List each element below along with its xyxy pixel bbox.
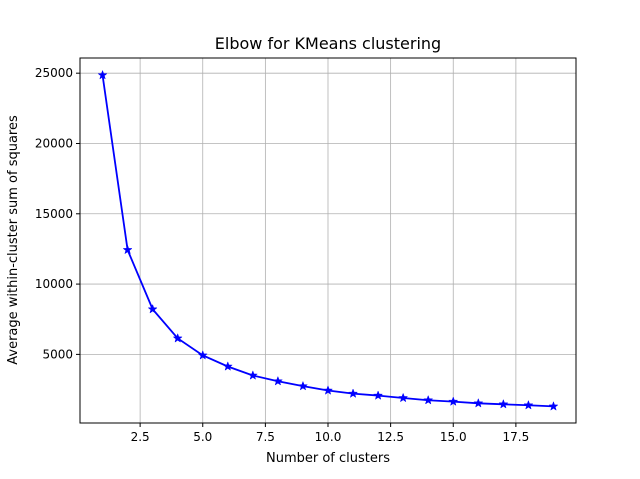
data-point-star: [347, 388, 359, 398]
data-point-star: [373, 390, 384, 400]
data-point-star: [272, 375, 283, 386]
x-axis-label: Number of clusters: [266, 451, 390, 466]
y-tick-label: 20000: [35, 136, 73, 150]
x-tick-label: 5.0: [193, 430, 212, 444]
x-tick-label: 15.0: [440, 430, 467, 444]
data-point-star: [172, 333, 183, 343]
x-tick-label: 7.5: [256, 430, 275, 444]
data-point-star: [498, 398, 509, 409]
ticks: 2.5 5.0 7.5 10.0 12.5 15.0 17.5 5000 10000 15000 2…: [35, 66, 529, 444]
y-tick-label: 25000: [35, 66, 73, 80]
x-tick-label: 17.5: [503, 430, 530, 444]
data-point-star: [97, 69, 108, 80]
y-tick-label: 10000: [35, 277, 73, 291]
data-point-star: [197, 350, 208, 360]
data-point-star: [147, 303, 158, 314]
data-point-star: [322, 385, 334, 395]
x-tick-label: 2.5: [131, 430, 150, 444]
data-point-star: [548, 401, 559, 411]
data-point-star: [523, 399, 534, 410]
x-tick-label: 10.0: [315, 430, 342, 444]
x-tick-label: 12.5: [377, 430, 404, 444]
y-tick-label: 5000: [42, 347, 73, 361]
data-point-star: [297, 380, 309, 391]
data-point-star: [473, 397, 484, 408]
chart-title: Elbow for KMeans clustering: [215, 34, 441, 53]
data-point-star: [423, 394, 434, 405]
y-axis-label: Average within-cluster sum of squares: [6, 115, 21, 365]
data-point-star: [222, 361, 233, 371]
plot-frame: [79, 57, 577, 424]
data-point-star: [122, 244, 133, 255]
grid: [80, 58, 576, 423]
data-point-star: [448, 396, 459, 406]
data-point-star: [247, 370, 258, 380]
data-point-star: [398, 392, 409, 403]
series: [97, 69, 559, 411]
y-tick-label: 15000: [35, 207, 73, 221]
